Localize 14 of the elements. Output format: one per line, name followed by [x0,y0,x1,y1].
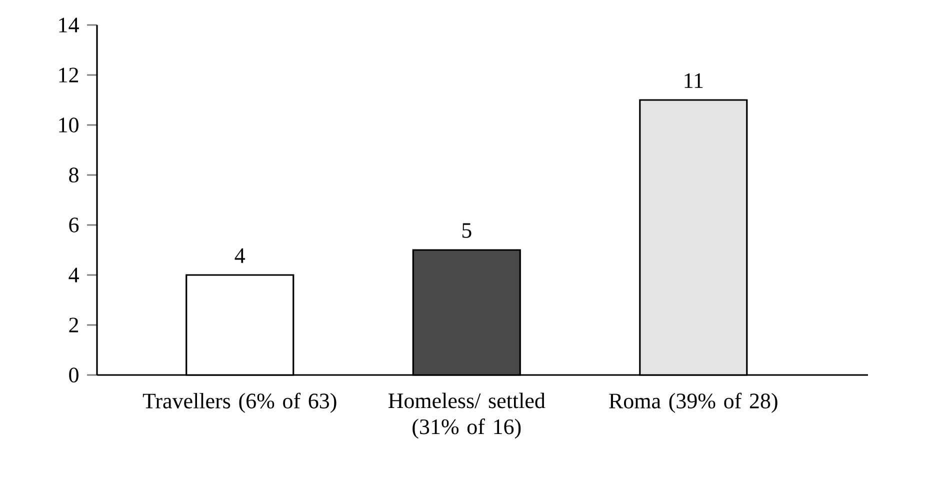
x-tick-label: Roma (39% of 28) [609,392,778,413]
data-label: 4 [234,248,246,263]
y-tick-label: 0 [69,368,78,382]
y-tick-label: 10 [59,118,78,132]
data-label: 5 [462,223,472,238]
y-tick-label: 8 [69,168,78,182]
y-tick-label: 14 [59,18,79,32]
data-label: 11 [684,73,703,88]
x-tick-label: Travellers (6% of 63) [142,392,336,413]
y-tick-label: 6 [69,218,79,232]
x-tick-label: Homeless/ settled (31% of 16) [388,392,546,439]
y-tick-label: 2 [69,318,78,332]
y-tick-label: 4 [68,268,79,282]
y-tick-label: 12 [59,68,78,82]
